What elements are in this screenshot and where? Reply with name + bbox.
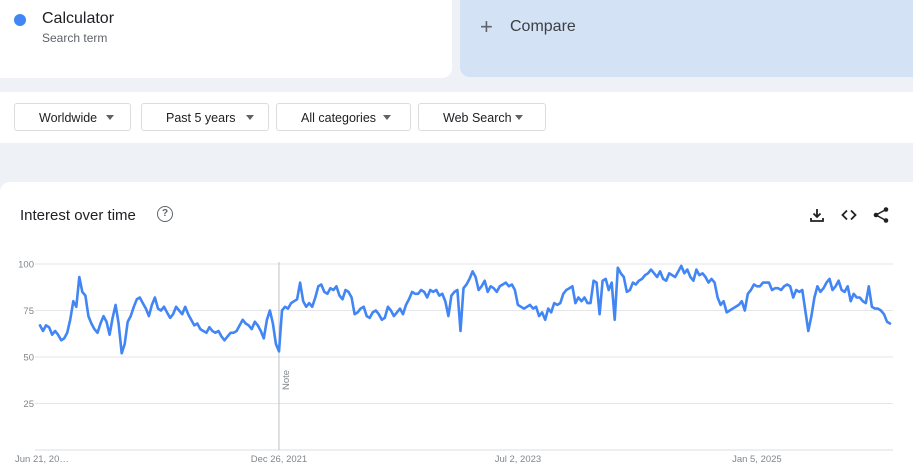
caret-down-icon	[106, 115, 114, 120]
compare-label: Compare	[510, 18, 576, 35]
share-icon[interactable]	[872, 206, 890, 224]
help-circle-icon[interactable]: ?	[157, 206, 173, 222]
series-color-dot	[14, 14, 26, 26]
interest-line-chart: 25 50 75 100 Note Jun 21, 20… Dec 26, 2021 Jul …	[15, 260, 893, 465]
panel-title: Interest over time	[20, 207, 136, 224]
search-term-card[interactable]: Calculator Search term	[0, 0, 452, 78]
search-term-subtitle: Search term	[42, 31, 108, 45]
category-filter-label: All categories	[301, 111, 377, 125]
caret-down-icon	[383, 115, 391, 120]
time-range-filter-label: Past 5 years	[166, 111, 236, 125]
interest-over-time-panel: Interest over time ? 25 50 75 100 Note Jun 21…	[0, 182, 913, 476]
x-tick-label: Dec 26, 2021	[251, 454, 308, 465]
location-filter-dropdown[interactable]: Worldwide	[14, 103, 131, 131]
note-label: Note	[281, 370, 292, 390]
y-tick-label: 100	[18, 260, 34, 271]
series-line-calculator	[38, 264, 892, 355]
search-type-filter-label: Web Search	[443, 111, 512, 125]
x-tick-label: Jul 2, 2023	[495, 454, 541, 465]
y-tick-label: 50	[23, 353, 34, 364]
time-range-filter-dropdown[interactable]: Past 5 years	[141, 103, 269, 131]
download-icon[interactable]	[808, 206, 826, 224]
compare-button[interactable]: + Compare	[460, 0, 913, 77]
x-tick-label: Jun 21, 20…	[15, 454, 69, 465]
plus-icon: +	[480, 14, 493, 39]
embed-code-icon[interactable]	[840, 206, 858, 224]
category-filter-dropdown[interactable]: All categories	[276, 103, 411, 131]
y-tick-label: 25	[23, 399, 34, 410]
caret-down-icon	[515, 115, 523, 120]
search-term-name[interactable]: Calculator	[42, 10, 115, 27]
x-tick-label: Jan 5, 2025	[732, 454, 782, 465]
search-type-filter-dropdown[interactable]: Web Search	[418, 103, 546, 131]
filter-bar: Worldwide Past 5 years All categories We…	[0, 92, 913, 143]
y-tick-label: 75	[23, 306, 34, 317]
caret-down-icon	[246, 115, 254, 120]
location-filter-label: Worldwide	[39, 111, 98, 125]
